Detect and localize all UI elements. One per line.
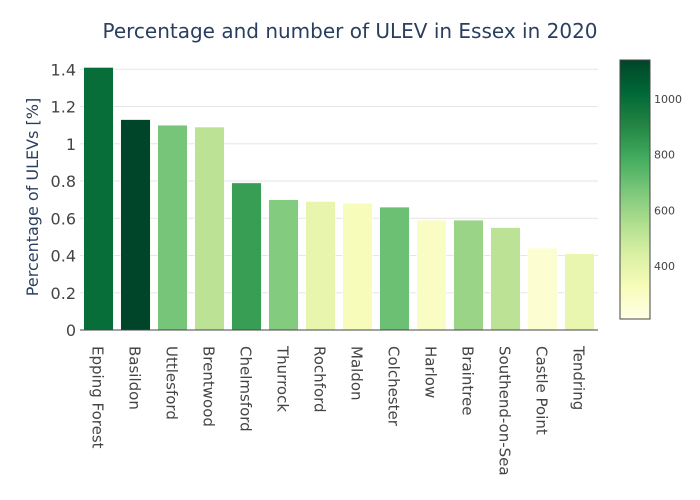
- bar-basildon: [120, 119, 151, 331]
- y-tick-label: 0.6: [51, 209, 76, 228]
- colorbar-ticks: 400 600 800 1000: [654, 93, 682, 273]
- x-tick-label: Thurrock: [274, 345, 292, 412]
- x-tick-label: Maldon: [348, 346, 366, 401]
- bar-castle-point: [527, 247, 558, 331]
- bar-harlow: [416, 219, 447, 331]
- bar-thurrock: [268, 199, 299, 331]
- y-tick-label: 1.2: [51, 98, 76, 117]
- colorbar-tick-label: 600: [654, 204, 675, 217]
- bar-chelmsford: [231, 182, 262, 331]
- x-tick-label: Brentwood: [200, 346, 218, 427]
- bar-tendring: [564, 253, 595, 331]
- x-tick-label: Basildon: [126, 346, 144, 410]
- x-tick-label: Tendring: [570, 345, 588, 410]
- y-tick-label: 0.2: [51, 284, 76, 303]
- x-tick-label: Chelmsford: [237, 346, 255, 432]
- colorbar-tick-label: 400: [654, 260, 675, 273]
- bar-maldon: [342, 203, 373, 331]
- bars: [83, 67, 595, 331]
- colorbar-gradient: [619, 59, 651, 320]
- bar-brentwood: [194, 126, 225, 331]
- y-tick-label: 1: [66, 135, 76, 154]
- y-tick-label: 0.8: [51, 172, 76, 191]
- x-tick-label: Harlow: [422, 346, 440, 398]
- bar-braintree: [453, 219, 484, 331]
- chart-title: Percentage and number of ULEV in Essex i…: [102, 19, 597, 43]
- colorbar-tick-label: 1000: [654, 93, 682, 106]
- bar-epping-forest: [83, 67, 114, 331]
- y-tick-label: 1.4: [51, 60, 76, 79]
- colorbar-tick-label: 800: [654, 149, 675, 162]
- x-tick-label: Braintree: [459, 346, 477, 416]
- x-tick-label: Castle Point: [533, 346, 551, 435]
- bar-rochford: [305, 201, 336, 331]
- x-tick-label: Rochford: [311, 346, 329, 413]
- y-tick-label: 0: [66, 321, 76, 340]
- y-axis-ticks: 0 0.2 0.4 0.6 0.8 1 1.2 1.4: [51, 60, 76, 340]
- x-tick-label: Uttlesford: [163, 346, 181, 420]
- x-tick-label: Colchester: [385, 346, 403, 427]
- y-tick-label: 0.4: [51, 247, 76, 266]
- colorbar: 400 600 800 1000: [619, 59, 682, 320]
- x-tick-label: Epping Forest: [89, 346, 107, 449]
- x-tick-label: Southend-on-Sea: [496, 346, 514, 476]
- y-axis-label: Percentage of ULEVs [%]: [23, 98, 42, 296]
- bar-colchester: [379, 206, 410, 331]
- x-axis-ticks: Epping Forest Basildon Uttlesford Brentwood…: [89, 345, 588, 476]
- bar-uttlesford: [157, 124, 188, 331]
- bar-southend-on-sea: [490, 227, 521, 331]
